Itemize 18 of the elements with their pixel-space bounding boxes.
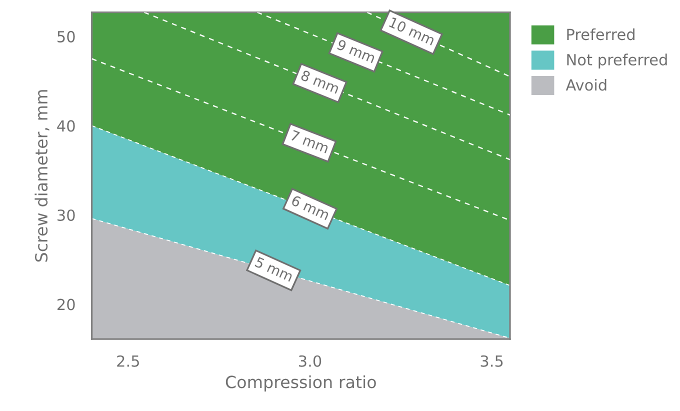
- text: 10 mm: [388, 16, 436, 46]
- text: 8 mm: [300, 70, 340, 94]
- y-tick-label: 40: [57, 120, 75, 132]
- text: 7 mm: [290, 130, 330, 154]
- legend-label: Not preferred: [567, 54, 667, 68]
- y-tick-label: 20: [58, 298, 75, 310]
- y-axis-title: Screw diameter, mm: [34, 90, 50, 262]
- y-tick-label: 50: [58, 30, 75, 42]
- y-tick-label: 30: [58, 209, 75, 222]
- annotation: 5 mm: [254, 256, 294, 282]
- legend-label: Preferred: [567, 28, 634, 40]
- x-tick-label: 2.5: [117, 355, 139, 367]
- annotation: 6 mm: [290, 194, 330, 220]
- x-tick-label: 3.5: [480, 355, 503, 367]
- x-tick-label: 3.0: [299, 355, 322, 367]
- text: 9 mm: [336, 39, 376, 64]
- legend-label: Avoid: [566, 78, 606, 91]
- x-axis-title: Compression ratio: [226, 375, 376, 392]
